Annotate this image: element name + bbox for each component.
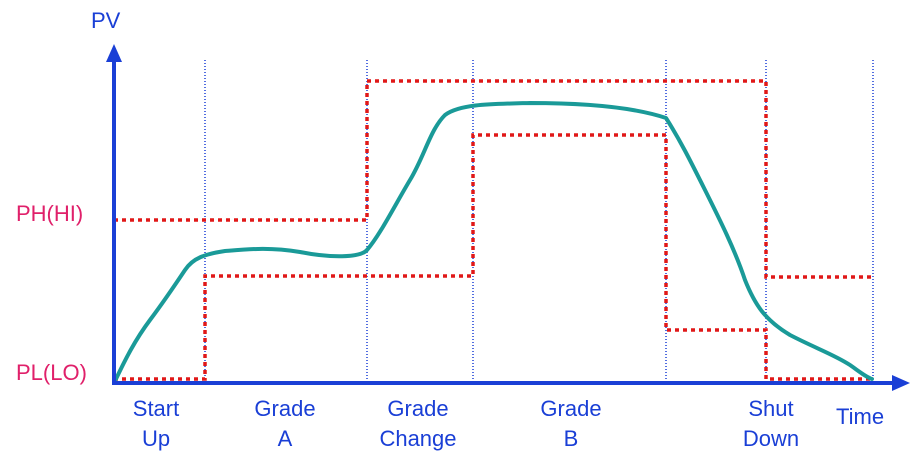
low-limit-label: PL(LO) <box>16 360 87 385</box>
phase-dividers <box>204 60 874 383</box>
x-axis-arrow-icon <box>892 375 910 391</box>
phase-label-grade-a-line1: Grade <box>254 396 315 421</box>
phase-label-grade-b-line1: Grade <box>540 396 601 421</box>
phase-label-grade-change-line2: Change <box>379 426 456 451</box>
y-axis-arrow-icon <box>106 44 122 62</box>
phase-label-grade-change-line1: Grade <box>387 396 448 421</box>
x-axis-label: Time <box>836 404 884 429</box>
low-limit-line <box>114 133 873 381</box>
high-limit-line <box>114 79 873 279</box>
axes <box>106 44 910 391</box>
phase-labels: Start Up Grade A Grade Change Grade B Sh… <box>133 396 799 451</box>
phase-label-shut-down-line2: Down <box>743 426 799 451</box>
phase-label-grade-b-line2: B <box>564 426 579 451</box>
phase-label-shut-down-line1: Shut <box>748 396 793 421</box>
phase-label-start-up-line1: Start <box>133 396 179 421</box>
phase-label-grade-a-line2: A <box>278 426 293 451</box>
phase-label-start-up-line2: Up <box>142 426 170 451</box>
high-limit-label: PH(HI) <box>16 201 83 226</box>
y-axis-label: PV <box>91 8 121 33</box>
process-value-curve <box>114 101 874 381</box>
